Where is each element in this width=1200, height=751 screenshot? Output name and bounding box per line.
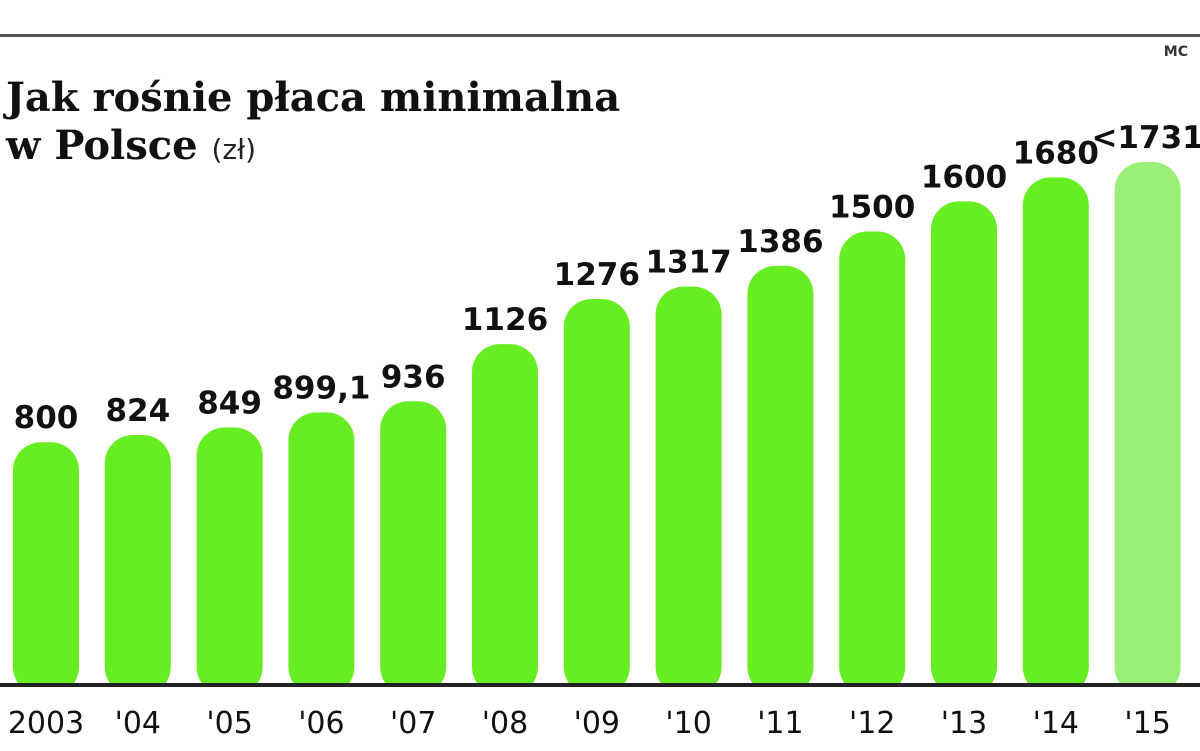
bar-12 — [1114, 162, 1181, 695]
tick-label-11: '14 — [1033, 706, 1079, 741]
tick-label-7: '10 — [665, 706, 711, 741]
data-label-10: 1600 — [921, 159, 1007, 195]
data-label-9: 1500 — [829, 190, 915, 226]
data-label-4: 936 — [381, 359, 446, 395]
x-axis-line — [0, 683, 1200, 687]
tick-label-4: '07 — [390, 706, 436, 741]
tick-label-6: '09 — [574, 706, 620, 741]
tick-label-2: '05 — [206, 706, 252, 741]
bar-2 — [196, 427, 263, 695]
data-label-11: 1680 — [1013, 135, 1099, 171]
data-label-5: 1126 — [462, 302, 548, 338]
data-label-8: 1386 — [737, 224, 823, 260]
tick-label-10: '13 — [941, 706, 987, 741]
top-rule — [0, 34, 1200, 37]
bar-6 — [563, 298, 630, 695]
bar-5 — [472, 344, 538, 695]
tick-label-0: 2003 — [8, 706, 84, 741]
chart-title: Jak rośnie płaca minimalna w Polsce (zł) — [6, 74, 620, 174]
credit-label: MC — [1163, 44, 1188, 60]
bar-3 — [288, 412, 355, 695]
data-label-2: 849 — [197, 385, 262, 421]
bar-11 — [1022, 177, 1089, 695]
data-label-7: 1317 — [645, 245, 731, 281]
bar-9 — [839, 231, 906, 695]
title-line-2-text: w Polsce — [6, 122, 198, 169]
bar-10 — [931, 201, 997, 695]
axis-underlay — [0, 687, 1200, 701]
bar-0 — [13, 442, 79, 695]
bar-7 — [655, 286, 722, 695]
tick-label-1: '04 — [115, 706, 161, 741]
data-label-12: <1731 — [1091, 120, 1200, 156]
data-label-3: 899,1 — [272, 370, 370, 406]
unit-label: (zł) — [211, 133, 257, 166]
tick-label-12: '15 — [1124, 706, 1170, 741]
tick-label-3: '06 — [298, 706, 344, 741]
tick-label-8: '11 — [757, 706, 803, 741]
bar-1 — [104, 434, 171, 695]
tick-label-5: '08 — [482, 706, 528, 741]
data-label-0: 800 — [14, 400, 79, 436]
bar-8 — [747, 265, 814, 695]
tick-label-9: '12 — [849, 706, 895, 741]
data-label-6: 1276 — [554, 257, 640, 293]
title-line-1: Jak rośnie płaca minimalna — [6, 74, 621, 121]
title-line-2: w Polsce (zł) — [6, 122, 620, 174]
data-label-1: 824 — [105, 393, 170, 429]
bar-4 — [380, 401, 447, 695]
